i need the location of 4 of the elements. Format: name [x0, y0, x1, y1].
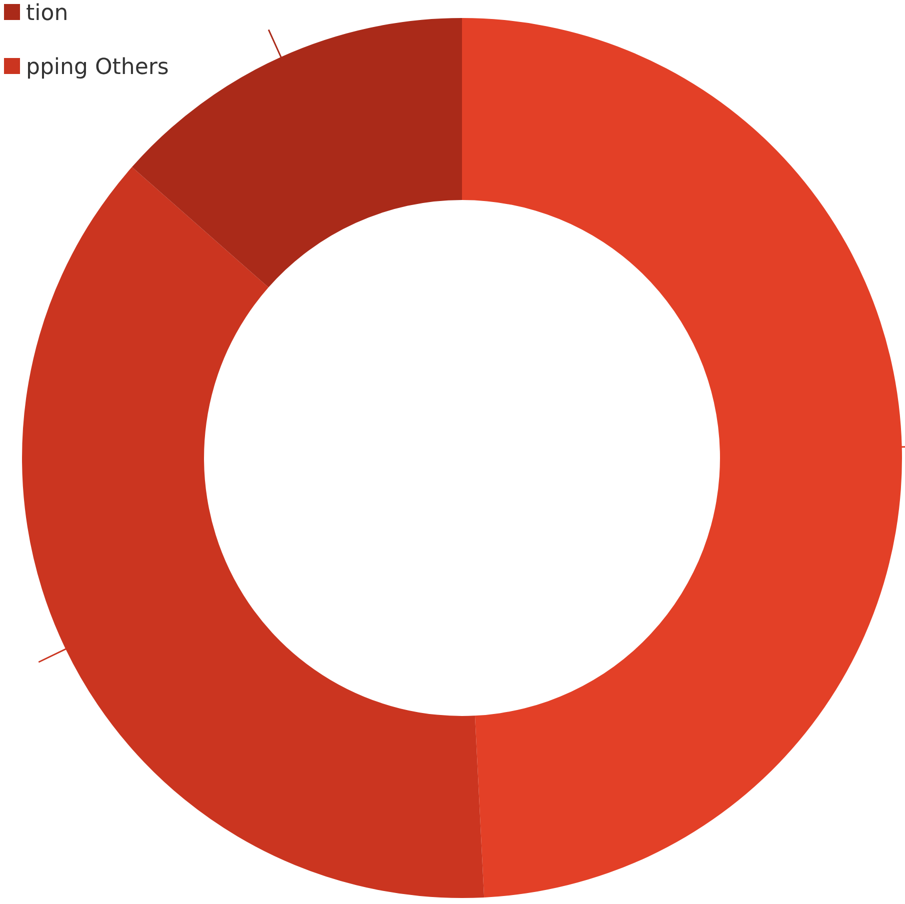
- legend-label: tion: [26, 1, 68, 26]
- legend-label: pping Others: [26, 55, 169, 80]
- donut-slice: [462, 18, 902, 898]
- donut-slice: [22, 167, 484, 898]
